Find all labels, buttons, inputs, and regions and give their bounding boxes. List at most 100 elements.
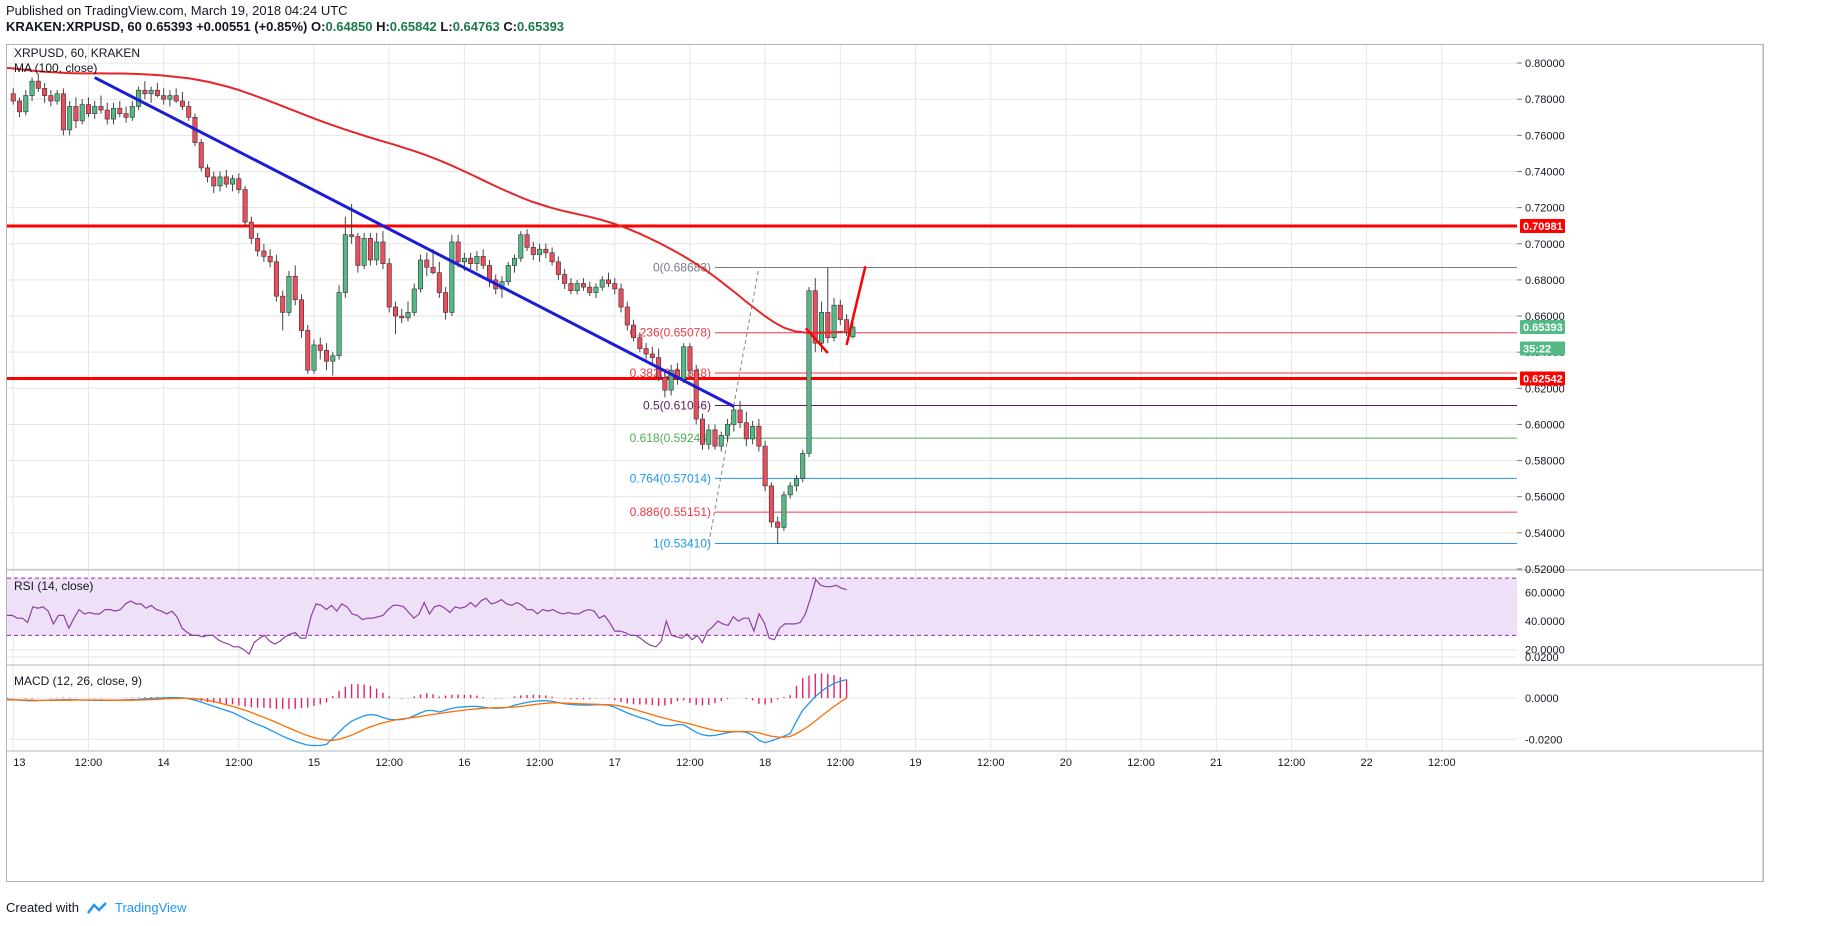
- time-tick-label: 12:00: [1127, 757, 1155, 769]
- candle-down: [236, 178, 242, 190]
- candle-down: [198, 142, 204, 169]
- candle-down: [436, 272, 442, 293]
- fib-label-0.618: 0.618(0.59244): [630, 431, 711, 445]
- candle-down: [443, 292, 449, 313]
- candle-down: [386, 263, 392, 308]
- rsi-legend: RSI (14, close): [14, 579, 93, 593]
- price-badges: 0.70981 0.65393 35:22 0.62542: [1520, 219, 1565, 386]
- rsi-tick-label: 40.0000: [1525, 616, 1565, 628]
- ohlc-header: KRAKEN:XRPUSD, 60 0.65393 +0.00551 (+0.8…: [6, 19, 564, 34]
- candle-up: [718, 434, 724, 447]
- candle-down: [486, 265, 492, 281]
- price-axis[interactable]: 0.80000 0.78000 0.76000 0.74000 0.72000 0.700…: [1517, 58, 1565, 576]
- candle-down: [543, 248, 549, 254]
- candle-up: [750, 425, 756, 440]
- price-grid: [7, 62, 1517, 570]
- candle-down: [179, 100, 185, 107]
- time-tick-label: 12:00: [827, 757, 855, 769]
- candle-down: [762, 445, 768, 487]
- candle-down: [637, 337, 643, 349]
- price-tick-label: 0.72000: [1525, 203, 1565, 215]
- rsi-axis[interactable]: 60.0000 40.0000 20.0000: [1525, 587, 1565, 656]
- candle-down: [186, 106, 192, 118]
- candle-down: [211, 176, 217, 187]
- tradingview-logo-icon[interactable]: [86, 901, 107, 914]
- price-tick-label: 0.68000: [1525, 275, 1565, 287]
- candle-down: [712, 429, 718, 447]
- candle-up: [167, 95, 173, 100]
- candle-down: [524, 234, 530, 248]
- candle-down: [624, 306, 630, 326]
- macd-histogram: [6, 673, 848, 710]
- candle-up: [819, 312, 825, 344]
- time-tick-label: 12:00: [75, 757, 103, 769]
- candle-down: [161, 95, 167, 100]
- projection-lines[interactable]: [804, 266, 867, 354]
- price-badge-label: 0.62542: [1523, 374, 1563, 386]
- bearish-trend-line[interactable]: [94, 76, 735, 408]
- candle-up: [787, 485, 793, 496]
- time-tick-label: 22: [1361, 757, 1373, 769]
- tradingview-link[interactable]: TradingView: [114, 900, 187, 915]
- candle-up: [505, 265, 511, 283]
- projection-leg: [804, 327, 829, 354]
- candle-down: [825, 312, 831, 339]
- time-tick-label: 14: [158, 757, 170, 769]
- candle-up: [831, 304, 837, 339]
- time-tick-label: 19: [909, 757, 921, 769]
- price-tick-label: 0.62000: [1525, 383, 1565, 395]
- candle-up: [29, 80, 35, 96]
- candle-down: [142, 89, 148, 95]
- candle-up: [361, 238, 367, 266]
- price-badge-label: 35:22: [1523, 344, 1551, 356]
- macd-tick-label: 0.0000: [1525, 693, 1559, 705]
- price-tick-label: 0.58000: [1525, 456, 1565, 468]
- macd-grid: [7, 656, 1517, 740]
- footer: Created with TradingView: [6, 900, 187, 915]
- chart-svg[interactable]: 0(0.68683)0.236(0.65078)0.382(0.62848)0.…: [3, 45, 1764, 881]
- candle-down: [104, 109, 110, 120]
- time-axis[interactable]: 13 12:00 14 12:00 15 12:00 16 12:00 17 12:00 18 12:…: [13, 757, 1455, 769]
- open-label: O:: [311, 19, 326, 34]
- candle-down: [737, 409, 743, 423]
- macd-axis[interactable]: 0.0200 0.0000 -0.0200: [1525, 652, 1562, 746]
- price-badge: [1520, 219, 1565, 234]
- rsi-tick-label: 20.0000: [1525, 645, 1565, 657]
- fib-label-0.5: 0.5(0.61046): [643, 399, 711, 413]
- candle-down: [631, 324, 637, 339]
- candle-down: [255, 238, 261, 252]
- time-tick-label: 21: [1210, 757, 1222, 769]
- candle-up: [92, 106, 98, 114]
- rsi-band: [7, 578, 1517, 636]
- signal-line: [7, 697, 847, 741]
- chart-container[interactable]: 0(0.68683)0.236(0.65078)0.382(0.62848)0.…: [3, 44, 1764, 882]
- price-tick-label: 0.56000: [1525, 492, 1565, 504]
- candle-up: [725, 424, 731, 436]
- candle-down: [17, 100, 23, 113]
- candle-down: [10, 93, 16, 102]
- created-with-text: Created with: [6, 900, 79, 915]
- candle-down: [743, 422, 749, 440]
- candle-up: [806, 290, 812, 454]
- candle-down: [643, 348, 649, 355]
- chart-title: XRPUSD, 60, KRAKEN: [14, 46, 140, 60]
- candle-up: [111, 107, 117, 120]
- candle-up: [336, 292, 342, 357]
- price-badge: [1520, 371, 1565, 386]
- candle-up: [311, 344, 317, 371]
- candle-down: [568, 283, 574, 292]
- time-tick-label: 17: [609, 757, 621, 769]
- fibonacci-retracement[interactable]: 0(0.68683)0.236(0.65078)0.382(0.62848)0.…: [630, 261, 1517, 551]
- candle-up: [518, 234, 524, 259]
- candle-down: [355, 236, 361, 266]
- candle-down: [367, 238, 373, 261]
- candle-up: [330, 355, 336, 362]
- time-tick-label: 12:00: [676, 757, 704, 769]
- price-tick-label: 0.74000: [1525, 166, 1565, 178]
- candle-down: [424, 259, 430, 268]
- price-badge-label: 0.65393: [1523, 322, 1563, 334]
- candle-down: [324, 350, 330, 362]
- rsi-line: [7, 578, 847, 655]
- candle-down: [649, 353, 655, 358]
- candle-down: [205, 167, 210, 178]
